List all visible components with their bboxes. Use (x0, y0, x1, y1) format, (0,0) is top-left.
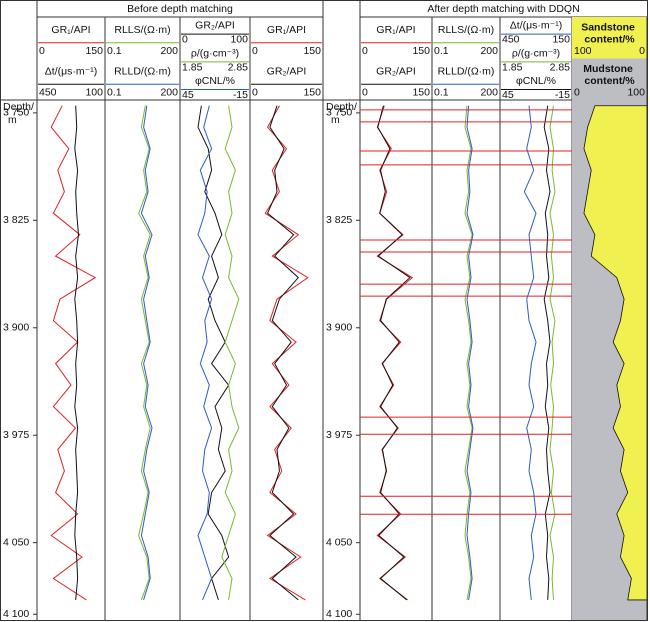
scale-label: 0 (252, 87, 258, 99)
depth-tick-label: 3 975 (3, 429, 29, 441)
scale-label: 0 (182, 34, 188, 46)
curve-label: RLLD/(Ω·m) (438, 66, 495, 78)
curve-label: GR₁/API (376, 24, 415, 36)
log-curve (140, 105, 153, 601)
curve-label: GR₁/API (51, 24, 90, 36)
scale-label: 450 (502, 34, 520, 46)
depth-tick-label: 4 100 (326, 608, 352, 620)
panel-title: After depth matching with DDQN (427, 3, 579, 15)
depth-tick-label: 4 100 (3, 608, 29, 620)
depth-tick-label: 3 750 (326, 107, 352, 119)
log-curve (377, 105, 411, 601)
scale-label: 45 (182, 89, 194, 101)
scale-label: 0 (362, 45, 368, 57)
scale-label: 150 (303, 45, 321, 57)
depth-tick-label: 4 050 (326, 536, 352, 548)
curve-label: RLLD/(Ω·m) (114, 66, 171, 78)
log-curve (264, 105, 309, 601)
scale-label: 200 (480, 87, 498, 99)
log-curve (138, 105, 151, 601)
curve-label: Mudstone content/% (583, 63, 636, 87)
scale-label: 0 (639, 45, 645, 57)
curve-label: GR₂/API (267, 66, 307, 78)
scale-label: 0 (252, 45, 258, 57)
log-curve (221, 105, 240, 600)
log-curve (197, 105, 213, 601)
scale-label: 200 (160, 45, 178, 57)
depth-label: Depth/ (326, 101, 357, 113)
curve-label: ρ/(g·cm⁻³) (191, 47, 239, 59)
scale-label: 150 (303, 87, 321, 99)
log-curve (543, 105, 551, 600)
scale-label: 100 (230, 34, 248, 46)
log-curve (523, 105, 537, 600)
scale-label: -15 (555, 89, 570, 101)
depth-label: m (8, 114, 17, 126)
curve-label: φCNL/% (516, 75, 556, 87)
curve-label: RLLS/(Ω·m) (438, 24, 494, 36)
panel-title: Before depth matching (127, 3, 233, 15)
curve-label: GR₂/API (376, 66, 416, 78)
log-curve (466, 105, 474, 600)
scale-label: 150 (85, 45, 103, 57)
scale-label: 0 (362, 87, 368, 99)
depth-tick-label: 3 900 (3, 322, 29, 334)
curve-label: Δt/(μs·m⁻¹) (45, 66, 97, 78)
log-curve (266, 105, 299, 601)
header-swatch (572, 17, 647, 59)
log-curve (464, 105, 473, 600)
scale-label: 0.1 (434, 45, 449, 57)
depth-tick-label: 3 825 (3, 214, 29, 226)
scale-label: 2.85 (228, 61, 249, 73)
curve-label: GR₁/API (267, 24, 306, 36)
depth-tick-label: 3 825 (326, 214, 352, 226)
curve-label: Δt/(μs·m⁻¹) (510, 20, 562, 32)
scale-label: 0.1 (107, 45, 122, 57)
scale-label: 150 (552, 34, 570, 46)
scale-label: 450 (39, 87, 57, 99)
scale-label: 100 (627, 87, 645, 99)
scale-label: 150 (412, 87, 430, 99)
scale-label: 0.1 (434, 87, 449, 99)
depth-tick-label: 3 750 (3, 107, 29, 119)
scale-label: 200 (480, 45, 498, 57)
scale-label: 200 (160, 87, 178, 99)
scale-label: 2.85 (550, 61, 571, 73)
depth-tick-label: 4 050 (3, 536, 29, 548)
scale-label: 0 (574, 87, 580, 99)
scale-label: 0 (39, 45, 45, 57)
curve-label: ρ/(g·cm⁻³) (512, 47, 560, 59)
curve-label: Sandstone content/% (581, 21, 638, 45)
sandstone-fill (583, 105, 648, 601)
curve-label: GR₂/API (195, 20, 235, 32)
scale-label: 100 (85, 87, 103, 99)
scale-label: 45 (502, 89, 514, 101)
scale-label: 1.85 (182, 61, 203, 73)
depth-tick-label: 3 975 (326, 429, 352, 441)
curve-label: φCNL/% (195, 75, 235, 87)
header-swatch (572, 58, 647, 100)
log-curve (50, 105, 97, 601)
depth-label: m (331, 114, 340, 126)
depth-tick-label: 3 900 (326, 322, 352, 334)
depth-label: Depth/ (3, 101, 34, 113)
scale-label: 100 (574, 45, 592, 57)
scale-label: 1.85 (502, 61, 523, 73)
log-curve (549, 105, 556, 600)
scale-label: 150 (412, 45, 430, 57)
log-curve (74, 105, 80, 600)
scale-label: 0.1 (107, 87, 122, 99)
curve-label: RLLS/(Ω·m) (114, 24, 170, 36)
scale-label: -15 (233, 89, 248, 101)
